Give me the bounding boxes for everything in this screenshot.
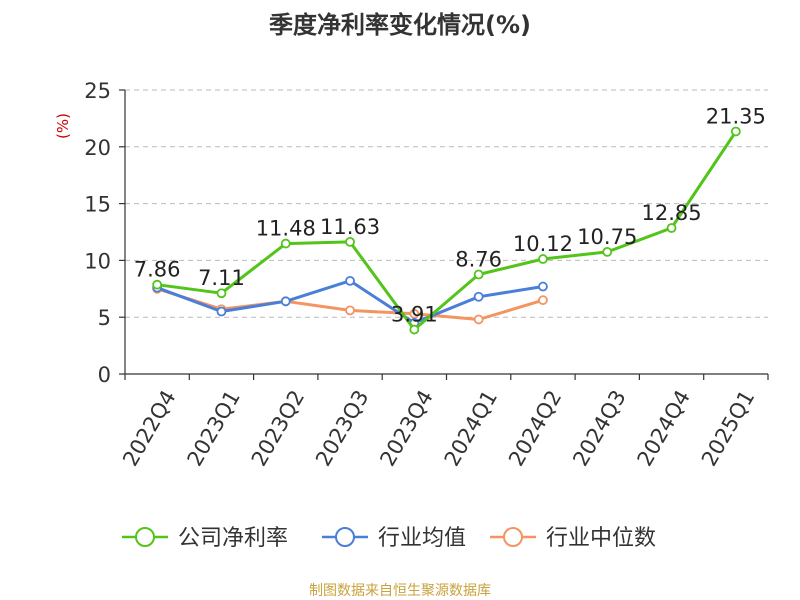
y-tick-label: 25 (84, 79, 111, 103)
legend-item: 公司净利率 (122, 526, 288, 551)
legend-label: 行业中位数 (546, 526, 656, 551)
data-label: 3.91 (391, 303, 438, 327)
data-point (216, 288, 227, 299)
y-tick-label: 20 (84, 136, 111, 160)
chart-title: 季度净利率变化情况(%) (269, 11, 531, 39)
x-tick-label: 2024Q4 (633, 386, 695, 470)
x-tick-label: 2023Q1 (182, 386, 244, 470)
data-label: 11.63 (320, 215, 380, 239)
data-point (345, 305, 355, 316)
data-point (345, 236, 355, 247)
data-label: 10.75 (577, 225, 637, 249)
x-tick-label: 2025Q1 (697, 386, 759, 470)
data-label: 7.11 (198, 266, 245, 290)
data-point (602, 246, 613, 257)
x-tick-label: 2023Q4 (375, 386, 437, 470)
data-point (730, 126, 741, 137)
legend-item: 行业中位数 (490, 526, 656, 551)
series-group (152, 126, 741, 335)
legend-marker (503, 527, 523, 547)
x-tick-label: 2024Q3 (568, 386, 630, 470)
y-axis-title: (%) (54, 113, 72, 139)
data-point (538, 254, 548, 264)
series-lines (152, 126, 741, 335)
data-point (473, 291, 484, 302)
x-tick-label: 2024Q1 (440, 386, 502, 470)
data-point (152, 279, 163, 290)
data-label: 12.85 (641, 201, 701, 225)
x-tick-label: 2023Q3 (311, 386, 373, 470)
legend-item: 行业均值 (322, 526, 466, 551)
y-tick-label: 0 (98, 363, 111, 387)
data-point (280, 296, 291, 307)
series-line (157, 130, 738, 332)
data-label: 21.35 (706, 104, 766, 128)
data-label: 8.76 (455, 247, 502, 271)
x-tick-label: 2023Q2 (247, 386, 309, 470)
x-tick-label: 2024Q2 (504, 386, 566, 470)
legend-marker (135, 527, 155, 547)
data-point (538, 281, 548, 292)
data-label: 7.86 (134, 258, 181, 282)
data-point (345, 275, 355, 286)
axes: 0 5 10 15 20 25 2022Q4 2023Q1 2023Q2 2023Q3 2023Q4… (84, 79, 769, 470)
data-point (666, 223, 677, 233)
y-tick-label: 10 (84, 249, 111, 273)
data-point (538, 295, 548, 306)
legend: 公司净利率 行业均值 行业中位数 (122, 526, 656, 551)
legend-marker (335, 527, 355, 547)
data-point (409, 308, 420, 319)
data-label: 10.12 (513, 232, 573, 256)
y-tick-label: 15 (84, 193, 111, 217)
data-point (473, 269, 484, 280)
data-point (216, 306, 227, 317)
legend-label: 行业均值 (378, 526, 466, 551)
data-labels: 7.86 7.11 11.48 11.63 3.91 8.76 10.12 10.7512.8… (134, 104, 766, 326)
data-point (409, 324, 420, 335)
y-tick-label: 5 (98, 306, 111, 330)
legend-label: 公司净利率 (178, 526, 288, 551)
series-group (152, 275, 548, 328)
data-point (473, 314, 484, 325)
data-label: 11.48 (256, 217, 316, 241)
x-tick-label: 2022Q4 (118, 386, 180, 470)
data-point (280, 238, 291, 249)
grid-lines (125, 89, 768, 318)
source-footer: 制图数据来自恒生聚源数据库 (309, 583, 491, 599)
